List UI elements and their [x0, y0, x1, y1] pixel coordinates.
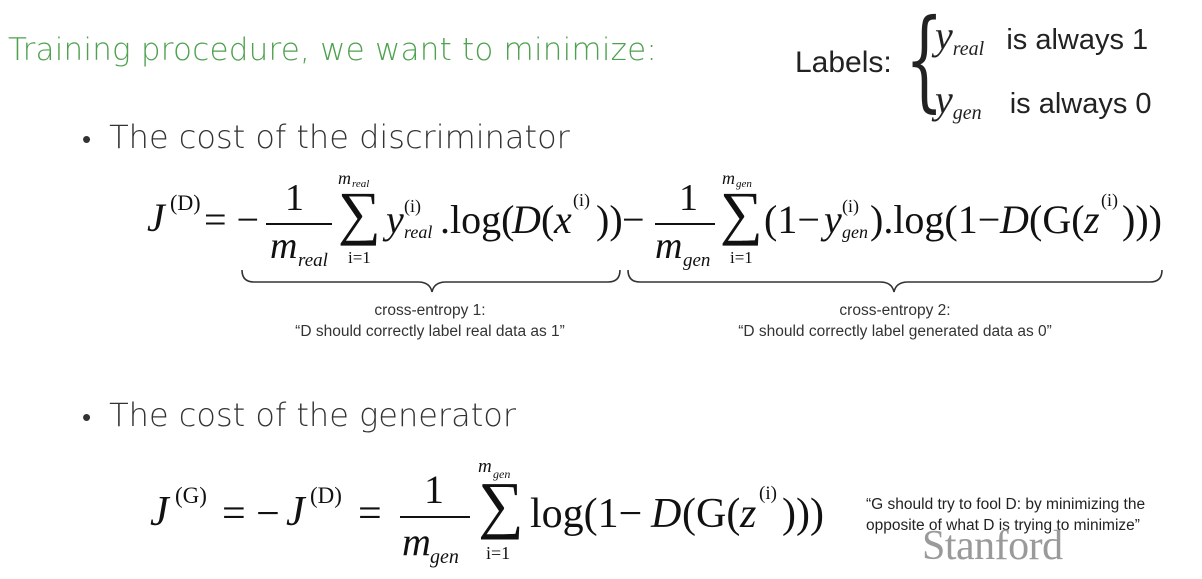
eq2-z: z	[740, 491, 757, 537]
eq1-term2-close: )))	[1122, 197, 1162, 242]
sum-sigma-icon: ∑	[478, 469, 524, 540]
label-sub: gen	[952, 102, 982, 124]
generator-note-line2: opposite of what D is trying to minimize…	[866, 517, 1140, 534]
cross-entropy-1-text: “D should correctly label real data as 1…	[295, 323, 565, 340]
label-var: y	[935, 77, 953, 122]
eq1-frac2-num: 1	[679, 177, 698, 219]
stanford-watermark: Stanford	[922, 523, 1063, 569]
eq1-sum1-bottom: i=1	[348, 248, 371, 267]
label-var: y	[935, 13, 953, 58]
eq1-term2-z: z	[1084, 197, 1100, 242]
generator-note-line1: “G should try to fool D: by minimizing t…	[866, 496, 1146, 513]
eq2-rhs-J-sup: (D)	[310, 483, 342, 508]
eq2-frac-num: 1	[424, 467, 444, 512]
eq1-term1-y-sup: (i)	[404, 196, 421, 216]
eq1-sum1-top: m	[338, 168, 351, 188]
eq1-frac2-den: m	[655, 225, 683, 267]
eq2-sum-bottom: i=1	[486, 543, 511, 563]
cross-entropy-1-title: cross-entropy 1:	[374, 302, 486, 319]
eq1-frac1-bar	[266, 223, 332, 225]
eq2-lhs: J	[150, 489, 169, 535]
eq1-term2-y-sup: (i)	[842, 196, 859, 216]
eq1-equals: = −	[204, 197, 260, 242]
cross-entropy-2-title: cross-entropy 2:	[839, 302, 951, 319]
eq1-term2-log: ).log(1−	[870, 197, 1001, 242]
label-sub: real	[952, 38, 985, 60]
bullet-dot-icon: •	[82, 125, 92, 155]
sum2-sigma-icon: ∑	[720, 180, 763, 246]
eq2-lhs-sup: (G)	[175, 483, 207, 508]
eq2-frac-bar	[400, 516, 470, 518]
eq1-lhs: J	[147, 195, 165, 240]
sum1-sigma-icon: ∑	[338, 180, 381, 246]
eq2-z-sup: (i)	[759, 483, 777, 504]
eq2-log: log(1−	[530, 491, 643, 537]
eq1-term1-paren: (	[541, 197, 555, 242]
label-row-gen: ygen is always 0	[935, 76, 1152, 124]
eq2-G: (G(	[682, 491, 741, 537]
eq1-term1-D: D	[512, 197, 541, 242]
eq1-frac1-num: 1	[285, 177, 304, 219]
eq1-term1-y: y	[386, 197, 404, 242]
bullet-dot-icon: •	[82, 403, 92, 433]
eq1-term1-x-sup: (i)	[573, 190, 590, 210]
eq2-frac-den: m	[402, 519, 431, 564]
discriminator-equation: J (D) = − 1 m real m real ∑ i=1 y (i) re…	[0, 0, 1202, 280]
eq2-frac-den-sub: gen	[430, 546, 459, 568]
eq2-close: )))	[782, 491, 824, 537]
eq2-equals2: =	[358, 491, 382, 537]
eq1-term1-x: x	[554, 197, 572, 242]
label-text: is always 0	[1009, 88, 1152, 120]
eq1-term1-log: .log(	[440, 197, 515, 242]
eq2-equals1: = −	[222, 491, 280, 537]
underbrace-2	[627, 269, 1163, 293]
labels-heading: Labels:	[795, 46, 892, 79]
underbrace-1	[241, 269, 621, 293]
eq2-D: D	[651, 491, 682, 537]
left-brace-icon: {	[905, 0, 944, 123]
eq1-sum2-top-sub: gen	[736, 178, 752, 190]
eq1-frac1-den: m	[270, 225, 298, 267]
eq1-lhs-sup: (D)	[170, 190, 201, 215]
eq1-term2-y-sub: gen	[842, 222, 868, 242]
eq2-rhs-J: J	[286, 489, 305, 535]
cross-entropy-2-caption: cross-entropy 2: “D should correctly lab…	[628, 300, 1162, 342]
eq1-sum2-top: m	[722, 168, 735, 188]
eq1-term2-y: y	[824, 197, 842, 242]
label-text: is always 1	[1006, 24, 1149, 56]
bullet-text: The cost of the discriminator	[109, 118, 570, 156]
eq1-term1-y-sub: real	[404, 222, 433, 242]
cross-entropy-2-text: “D should correctly label generated data…	[738, 323, 1052, 340]
eq1-term2-G: (G(	[1029, 197, 1085, 242]
slide-title: Training procedure, we want to minimize:	[8, 32, 658, 68]
eq1-minus: −	[622, 197, 645, 242]
label-row-real: yreal is always 1	[935, 12, 1149, 60]
generator-note: “G should try to fool D: by minimizing t…	[866, 494, 1145, 536]
eq1-term2-D: D	[1000, 197, 1029, 242]
eq1-term2-z-sup: (i)	[1101, 190, 1118, 210]
eq2-sum-top-sub: gen	[493, 467, 511, 481]
eq1-frac1-den-sub: real	[298, 250, 328, 271]
bullet-generator: • The cost of the generator	[82, 396, 516, 434]
cross-entropy-1-caption: cross-entropy 1: “D should correctly lab…	[230, 300, 630, 342]
eq1-frac2-bar	[655, 223, 715, 225]
eq1-term1-close: ))	[596, 197, 623, 242]
bullet-text: The cost of the generator	[109, 396, 516, 434]
eq1-term2-open: (1−	[764, 197, 820, 242]
eq2-sum-top: m	[478, 456, 492, 477]
eq1-sum2-bottom: i=1	[730, 248, 753, 267]
eq1-sum1-top-sub: real	[352, 178, 370, 190]
bullet-discriminator: • The cost of the discriminator	[82, 118, 570, 156]
eq1-frac2-den-sub: gen	[683, 250, 711, 271]
